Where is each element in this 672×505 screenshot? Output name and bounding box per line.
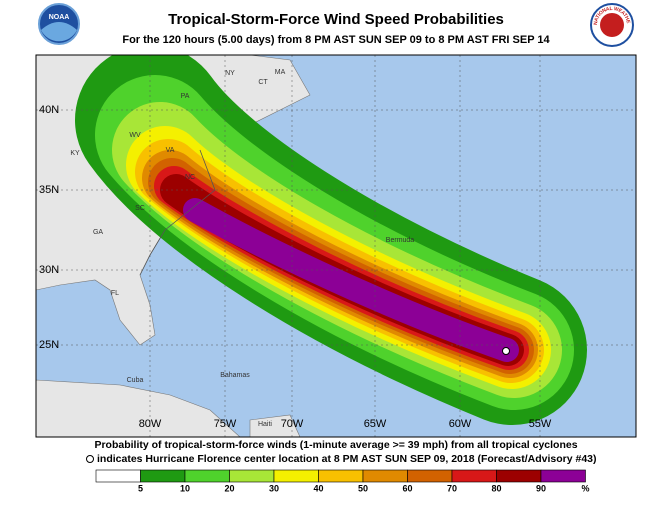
lat-label: 40N <box>39 104 59 116</box>
lon-label: 55W <box>529 418 552 430</box>
lat-label: 30N <box>39 264 59 276</box>
place-label: NY <box>225 70 235 77</box>
footer-line: Probability of tropical-storm-force wind… <box>94 439 577 451</box>
legend-swatch <box>273 469 319 483</box>
place-label: FL <box>111 290 119 297</box>
place-label: PA <box>181 93 190 100</box>
place-label: Bahamas <box>220 372 250 379</box>
legend-swatch <box>184 469 230 483</box>
footer-line: indicates Hurricane Florence center loca… <box>97 453 597 465</box>
map-labels: 40N 35N 30N 25N 80W 75W 70W 65W 60W 55W PA NY MA CT WV… <box>39 69 552 430</box>
legend-tick-label: 40 <box>313 483 323 493</box>
legend-tick-label: 30 <box>269 483 279 493</box>
legend-swatch <box>229 469 275 483</box>
legend-swatch <box>318 469 364 483</box>
subtitle: For the 120 hours (5.00 days) from 8 PM … <box>122 34 550 46</box>
legend-swatch <box>451 469 497 483</box>
lon-label: 75W <box>214 418 237 430</box>
legend-tick-label: 90 <box>536 483 546 493</box>
legend-swatch <box>496 469 542 483</box>
place-label: KY <box>70 150 80 157</box>
legend-tick-label: 60 <box>402 483 412 493</box>
legend-tick-label: 80 <box>491 483 501 493</box>
title: Tropical-Storm-Force Wind Speed Probabil… <box>168 11 504 28</box>
map-frame <box>35 54 637 438</box>
place-label: MA <box>275 69 286 76</box>
lon-label: 70W <box>281 418 304 430</box>
place-label: NC <box>185 174 195 181</box>
noaa-logo: NOAA <box>38 3 80 45</box>
legend-swatch <box>140 469 186 483</box>
place-label: Haiti <box>258 421 272 428</box>
legend: 5 10 20 30 40 50 60 70 80 90% <box>95 469 590 493</box>
legend-swatch <box>540 469 586 483</box>
lat-label: 35N <box>39 184 59 196</box>
legend-swatch <box>362 469 408 483</box>
logo-text: NOAA <box>49 14 70 21</box>
place-label: Bermuda <box>386 237 415 244</box>
legend-tick-label: 5 <box>138 483 143 493</box>
legend-tick-label: 70 <box>447 483 457 493</box>
map <box>36 55 636 437</box>
place-label: CT <box>258 79 268 86</box>
place-label: Cuba <box>127 377 144 384</box>
lat-label: 25N <box>39 339 59 351</box>
lon-label: 65W <box>364 418 387 430</box>
legend-swatch <box>407 469 453 483</box>
legend-tick-label: 50 <box>358 483 368 493</box>
legend-tick-label: 20 <box>224 483 234 493</box>
place-label: VA <box>166 147 175 154</box>
legend-tick-label: 10 <box>180 483 190 493</box>
lon-label: 60W <box>449 418 472 430</box>
lon-label: 80W <box>139 418 162 430</box>
place-label: WV <box>129 132 141 139</box>
legend-unit: % <box>581 483 589 493</box>
legend-swatch <box>95 469 141 483</box>
center-symbol <box>86 455 94 463</box>
storm-center <box>502 347 510 355</box>
place-label: SC <box>135 205 145 212</box>
place-label: GA <box>93 229 103 236</box>
